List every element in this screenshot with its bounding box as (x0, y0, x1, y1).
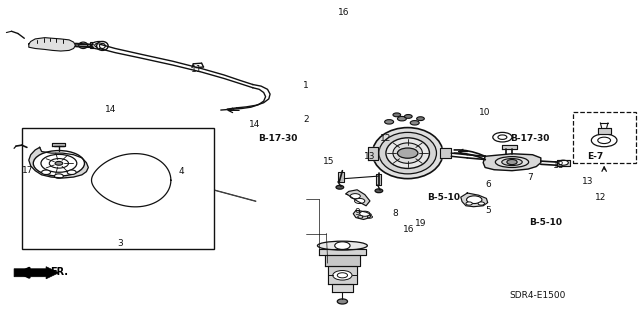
Ellipse shape (393, 143, 422, 163)
Polygon shape (557, 160, 570, 166)
Text: 15: 15 (323, 157, 334, 166)
Text: 7: 7 (527, 173, 532, 182)
Polygon shape (332, 284, 353, 292)
Circle shape (333, 271, 352, 280)
Polygon shape (461, 193, 488, 207)
Circle shape (410, 121, 419, 125)
Text: 2: 2 (303, 115, 308, 124)
Text: 13: 13 (582, 177, 593, 186)
Polygon shape (483, 154, 541, 171)
Bar (90, 42, 101, 48)
Circle shape (397, 116, 406, 121)
Text: 3: 3 (118, 239, 123, 248)
Circle shape (598, 137, 611, 144)
Ellipse shape (79, 42, 88, 48)
Polygon shape (598, 128, 611, 134)
Ellipse shape (100, 43, 105, 48)
Text: B-17-30: B-17-30 (510, 134, 550, 143)
Polygon shape (328, 266, 357, 284)
Text: 14: 14 (249, 120, 260, 129)
Polygon shape (52, 143, 65, 146)
Circle shape (355, 198, 365, 204)
Text: SDR4-E1500: SDR4-E1500 (509, 291, 566, 300)
Circle shape (478, 202, 484, 205)
Circle shape (92, 41, 107, 49)
Circle shape (350, 194, 360, 199)
Circle shape (404, 115, 412, 118)
Ellipse shape (372, 128, 443, 179)
Text: 6: 6 (486, 180, 491, 189)
Circle shape (591, 134, 617, 147)
Circle shape (558, 160, 568, 165)
FancyArrow shape (14, 267, 59, 279)
Circle shape (493, 132, 512, 142)
Circle shape (385, 120, 394, 124)
Polygon shape (29, 38, 76, 51)
Bar (22, 128, 214, 249)
Text: 5: 5 (486, 206, 491, 215)
Circle shape (397, 148, 418, 158)
Text: 16: 16 (338, 8, 349, 17)
Circle shape (466, 202, 472, 205)
Circle shape (360, 211, 370, 216)
Polygon shape (346, 190, 370, 206)
Text: 12: 12 (380, 134, 392, 143)
Polygon shape (353, 211, 371, 219)
Text: B-17-30: B-17-30 (258, 134, 298, 143)
Circle shape (367, 216, 372, 218)
Circle shape (507, 160, 517, 165)
Text: 10: 10 (479, 108, 491, 117)
Polygon shape (368, 147, 378, 160)
Text: 19: 19 (415, 219, 427, 228)
Text: 4: 4 (179, 167, 184, 176)
Circle shape (67, 170, 76, 174)
Circle shape (467, 196, 482, 204)
Circle shape (375, 189, 383, 193)
Polygon shape (29, 147, 88, 178)
Circle shape (41, 154, 77, 172)
Circle shape (393, 113, 401, 117)
Bar (573, 112, 636, 163)
Polygon shape (376, 174, 381, 185)
Text: B-5-10: B-5-10 (427, 193, 460, 202)
Text: FR.: FR. (50, 267, 68, 277)
Text: E-7: E-7 (587, 152, 604, 161)
Circle shape (33, 151, 84, 176)
Text: 11: 11 (191, 65, 203, 74)
Text: 17: 17 (22, 166, 33, 175)
Circle shape (417, 117, 424, 121)
Text: 13: 13 (364, 152, 376, 161)
Circle shape (336, 185, 344, 189)
Polygon shape (325, 255, 360, 266)
Text: 14: 14 (105, 105, 116, 114)
Polygon shape (338, 172, 344, 182)
Polygon shape (319, 249, 366, 255)
Text: 16: 16 (403, 225, 414, 234)
Polygon shape (502, 145, 517, 149)
Ellipse shape (317, 241, 367, 250)
Ellipse shape (495, 157, 529, 167)
Circle shape (55, 161, 63, 165)
Circle shape (358, 216, 363, 218)
Ellipse shape (379, 132, 436, 174)
Circle shape (337, 299, 348, 304)
Circle shape (498, 135, 507, 139)
Circle shape (49, 159, 68, 168)
Circle shape (54, 174, 63, 178)
Text: 1: 1 (303, 81, 308, 90)
Text: 18: 18 (553, 161, 564, 170)
Text: 12: 12 (595, 193, 606, 202)
Ellipse shape (386, 138, 429, 168)
Circle shape (95, 43, 104, 48)
Circle shape (335, 242, 350, 249)
Text: 9: 9 (355, 208, 360, 217)
Polygon shape (440, 148, 451, 158)
Ellipse shape (502, 159, 522, 166)
Text: B-5-10: B-5-10 (529, 218, 563, 227)
Circle shape (337, 273, 348, 278)
Circle shape (42, 170, 51, 174)
Text: 8: 8 (393, 209, 398, 218)
Ellipse shape (97, 41, 108, 50)
